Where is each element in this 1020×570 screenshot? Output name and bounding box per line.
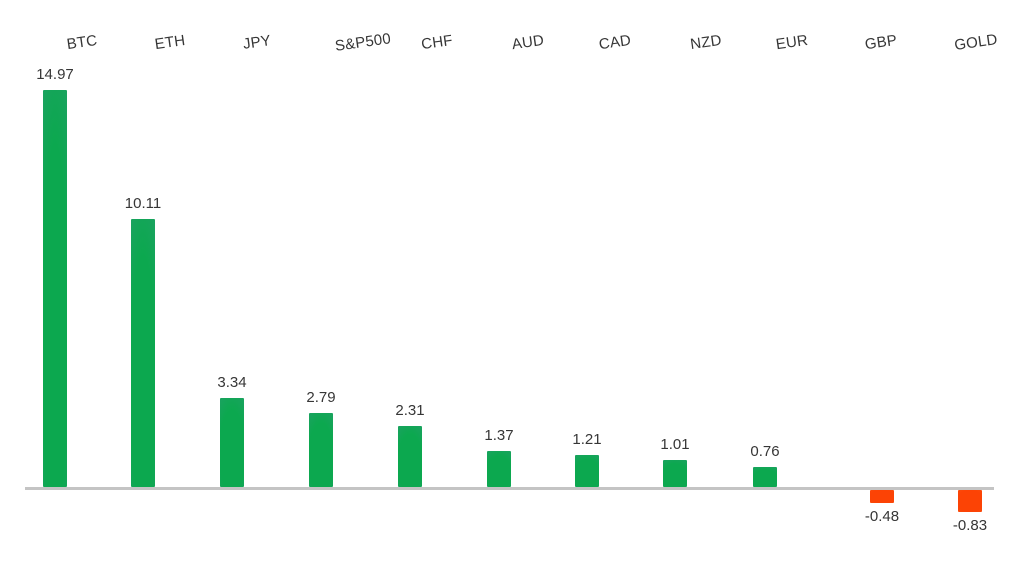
- bar-eur: [753, 467, 777, 487]
- bar-btc: [43, 90, 67, 487]
- bar-gbp: [870, 490, 894, 503]
- category-label-jpy: JPY: [241, 32, 273, 53]
- bar-aud: [487, 451, 511, 487]
- bar-nzd: [663, 460, 687, 487]
- value-label-jpy: 3.34: [217, 374, 247, 391]
- value-label-gbp: -0.48: [864, 508, 900, 525]
- value-label-cad: 1.21: [572, 431, 602, 448]
- category-label-btc: BTC: [65, 31, 99, 54]
- category-label-gbp: GBP: [863, 31, 899, 54]
- value-label-eur: 0.76: [750, 443, 780, 460]
- value-label-eth: 10.11: [124, 195, 162, 212]
- value-label-sp500: 2.79: [306, 389, 336, 406]
- value-label-aud: 1.37: [484, 427, 514, 444]
- category-label-aud: AUD: [510, 31, 546, 54]
- category-label-eth: ETH: [153, 31, 187, 54]
- category-label-gold: GOLD: [953, 31, 999, 54]
- bar-eth: [131, 219, 155, 487]
- value-label-nzd: 1.01: [660, 436, 690, 453]
- bar-sp500: [309, 413, 333, 487]
- category-label-cad: CAD: [597, 31, 633, 54]
- bar-cad: [575, 455, 599, 487]
- x-axis-baseline: [25, 487, 994, 490]
- bar-chf: [398, 426, 422, 487]
- category-label-eur: EUR: [774, 31, 810, 54]
- value-label-btc: 14.97: [36, 66, 74, 83]
- value-label-chf: 2.31: [395, 402, 425, 419]
- bar-jpy: [220, 398, 244, 487]
- category-label-nzd: NZD: [689, 31, 723, 54]
- bar-gold: [958, 490, 982, 512]
- value-label-gold: -0.83: [952, 517, 988, 534]
